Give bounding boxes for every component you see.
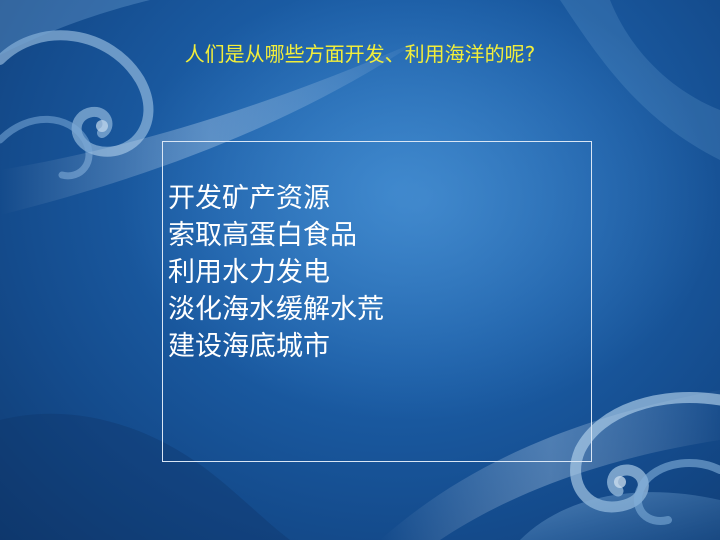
list-item: 开发矿产资源 bbox=[168, 183, 330, 214]
topic-list: 开发矿产资源 索取高蛋白食品 利用水力发电 淡化海水缓解水荒 建设海底城市 bbox=[168, 180, 384, 365]
light-streak bbox=[0, 40, 420, 215]
light-streak bbox=[380, 390, 720, 540]
content-box bbox=[162, 141, 592, 462]
dark-wave bbox=[0, 413, 290, 540]
list-item: 建设海底城市 bbox=[168, 331, 330, 362]
list-item: 利用水力发电 bbox=[168, 257, 330, 288]
list-item: 淡化海水缓解水荒 bbox=[168, 294, 384, 325]
list-item: 索取高蛋白食品 bbox=[168, 220, 357, 251]
bottom-right-ornament bbox=[520, 391, 720, 540]
light-streak bbox=[560, 0, 720, 160]
slide-title: 人们是从哪些方面开发、利用海洋的呢? bbox=[184, 42, 536, 66]
